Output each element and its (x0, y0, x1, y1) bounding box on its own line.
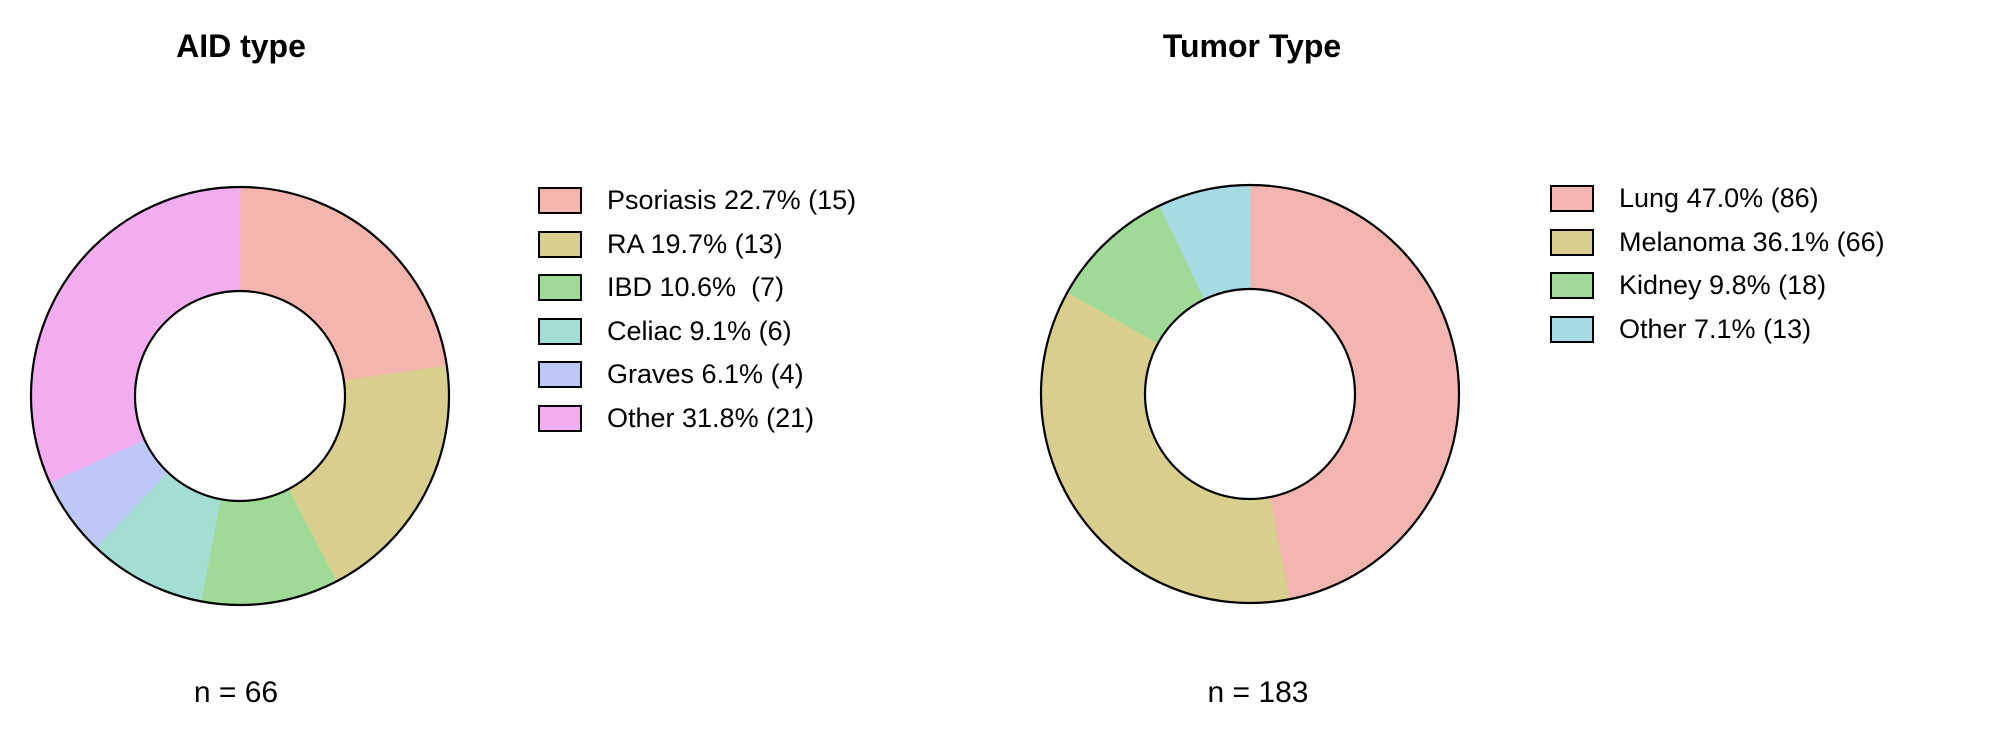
legend-item: Kidney 9.8% (18) (1550, 272, 1885, 299)
donut-chart-aid-type (29, 185, 451, 607)
chart-title-aid-type: AID type (176, 28, 306, 64)
legend-item: Celiac 9.1% (6) (538, 315, 856, 346)
legend-item: Psoriasis 22.7% (15) (538, 187, 856, 214)
donut-hole (133, 289, 347, 503)
legend-item: IBD 10.6% (7) (538, 274, 856, 301)
sample-size-label-tumor-type: n = 183 (1207, 676, 1309, 709)
legend-swatch-lung (1550, 185, 1594, 212)
donut-hole (1143, 287, 1357, 501)
legend-swatch-melanoma (1550, 228, 1594, 256)
legend-item: Melanoma 36.1% (66) (1550, 226, 1885, 257)
legend-swatch-ra (538, 230, 582, 258)
legend-swatch-ibd (538, 274, 582, 301)
legend-swatch-other-aid (538, 404, 582, 432)
legend-label-celiac: Celiac 9.1% (6) (607, 315, 792, 346)
legend-item: Lung 47.0% (86) (1550, 185, 1885, 212)
legend-label-graves: Graves 6.1% (4) (607, 359, 804, 389)
sample-size-label-aid-type: n = 66 (193, 676, 279, 709)
legend-label-lung: Lung 47.0% (86) (1619, 183, 1819, 213)
legend-item: Other 31.8% (21) (538, 402, 856, 433)
legend-label-ra: RA 19.7% (13) (607, 228, 783, 259)
legend-swatch-other-tumor (1550, 315, 1594, 343)
legend-item: RA 19.7% (13) (538, 228, 856, 259)
legend-swatch-psoriasis (538, 187, 582, 214)
legend-label-psoriasis: Psoriasis 22.7% (15) (607, 185, 857, 215)
legend-swatch-graves (538, 361, 582, 388)
legend-label-melanoma: Melanoma 36.1% (66) (1619, 226, 1885, 257)
legend-item: Other 7.1% (13) (1550, 313, 1885, 344)
legend-label-other-tumor: Other 7.1% (13) (1619, 313, 1812, 344)
legend-tumor-type: Lung 47.0% (86) Melanoma 36.1% (66) Kidn… (1550, 185, 1885, 343)
legend-aid-type: Psoriasis 22.7% (15) RA 19.7% (13) IBD 1… (538, 187, 856, 432)
legend-label-other-aid: Other 31.8% (21) (607, 402, 815, 433)
legend-item: Graves 6.1% (4) (538, 361, 856, 388)
legend-swatch-kidney (1550, 272, 1594, 299)
donut-chart-tumor-type (1039, 183, 1461, 605)
donut-outer-outline (29, 185, 451, 607)
chart-title-tumor-type: Tumor Type (1162, 28, 1342, 64)
legend-swatch-celiac (538, 317, 582, 345)
legend-label-ibd: IBD 10.6% (7) (607, 272, 785, 302)
legend-label-kidney: Kidney 9.8% (18) (1619, 270, 1827, 300)
donut-outer-outline (1039, 183, 1461, 605)
